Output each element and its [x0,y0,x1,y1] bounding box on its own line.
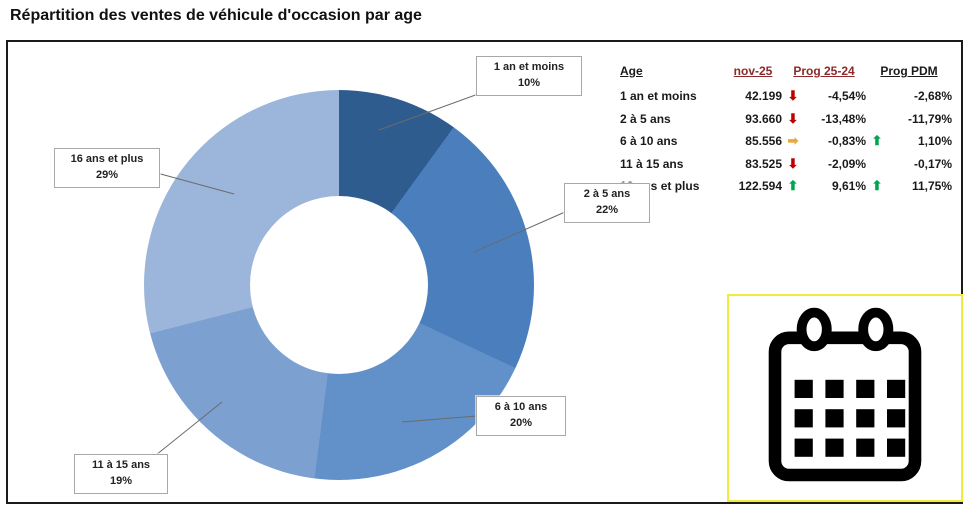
age-cell: 2 à 5 ans [620,111,671,126]
age-cell: 6 à 10 ans [620,134,678,149]
stats-table: Age nov-25 Prog 25-24 Prog PDM 1 an et m… [620,64,956,198]
callout-6-a-10-ans: 6 à 10 ans 20% [476,396,566,436]
prog-25-24-cell: -2,09% [827,156,866,171]
table-row: 1 an et moins 42.199 ⬇ -4,54% -2,68% [620,85,956,108]
header-nov-25: nov-25 [733,64,773,78]
trend-down-icon: ⬇ [787,110,799,126]
prog-25-24-cell: 9,61% [831,179,866,194]
callout-pct: 22% [595,203,619,216]
trend-up-icon: ⬆ [871,178,883,194]
header-prog-pdm: Prog PDM [880,64,938,78]
value-cell: 93.660 [745,111,782,126]
prog-pdm-cell: -2,68% [913,89,952,104]
chart-panel: 1 an et moins 10% 2 à 5 ans 22% 6 à 10 a… [6,40,963,504]
callout-pct: 20% [509,416,533,429]
trend-flat-icon: ➡ [787,133,799,149]
callout-pct: 29% [95,168,119,181]
header-prog-25-24: Prog 25-24 [793,64,855,78]
trend-up-icon: ⬆ [871,133,883,149]
age-cell: 11 à 15 ans [620,156,684,171]
callout-2-a-5-ans: 2 à 5 ans 22% [564,183,650,223]
table-row: 11 à 15 ans 83.525 ⬇ -2,09% -0,17% [620,153,956,176]
donut-hole [250,196,428,374]
callout-text: 11 à 15 ans [91,459,151,471]
prog-pdm-cell: 11,75% [911,179,952,194]
callout-16-ans-et-plus: 16 ans et plus 29% [54,148,160,188]
prog-pdm-cell: -0,17% [913,156,952,171]
table-row: 6 à 10 ans 85.556 ➡ -0,83% ⬆ 1,10% [620,130,956,153]
table-row: 2 à 5 ans 93.660 ⬇ -13,48% -11,79% [620,108,956,131]
trend-up-icon: ⬆ [787,178,799,194]
table-row: 16 ans et plus 122.594 ⬆ 9,61% ⬆ 11,75% [620,175,956,198]
calendar-icon [768,307,922,482]
callout-11-a-15-ans: 11 à 15 ans 19% [74,454,168,494]
calendar-image[interactable] [727,294,963,502]
prog-pdm-cell: 1,10% [917,134,952,149]
value-cell: 85.556 [745,134,782,149]
callout-text: 1 an et moins [493,61,565,73]
callout-1-an-et-moins: 1 an et moins 10% [476,56,582,96]
trend-down-icon: ⬇ [787,155,799,171]
table-header-row: Age nov-25 Prog 25-24 Prog PDM [620,64,956,78]
callout-text: 16 ans et plus [70,153,144,165]
prog-pdm-cell: -11,79% [907,111,952,126]
header-age: Age [620,64,643,78]
page-title: Répartition des ventes de véhicule d'occ… [10,7,422,24]
callout-pct: 19% [109,474,133,487]
prog-25-24-cell: -0,83% [827,134,866,149]
trend-down-icon: ⬇ [787,88,799,104]
callout-text: 2 à 5 ans [583,188,631,200]
prog-25-24-cell: -4,54% [827,89,866,104]
value-cell: 83.525 [745,156,782,171]
callout-pct: 10% [517,76,541,89]
callout-text: 6 à 10 ans [494,401,548,413]
value-cell: 42.199 [745,89,782,104]
value-cell: 122.594 [738,179,782,194]
age-cell: 1 an et moins [620,89,697,104]
prog-25-24-cell: -13,48% [821,111,866,126]
